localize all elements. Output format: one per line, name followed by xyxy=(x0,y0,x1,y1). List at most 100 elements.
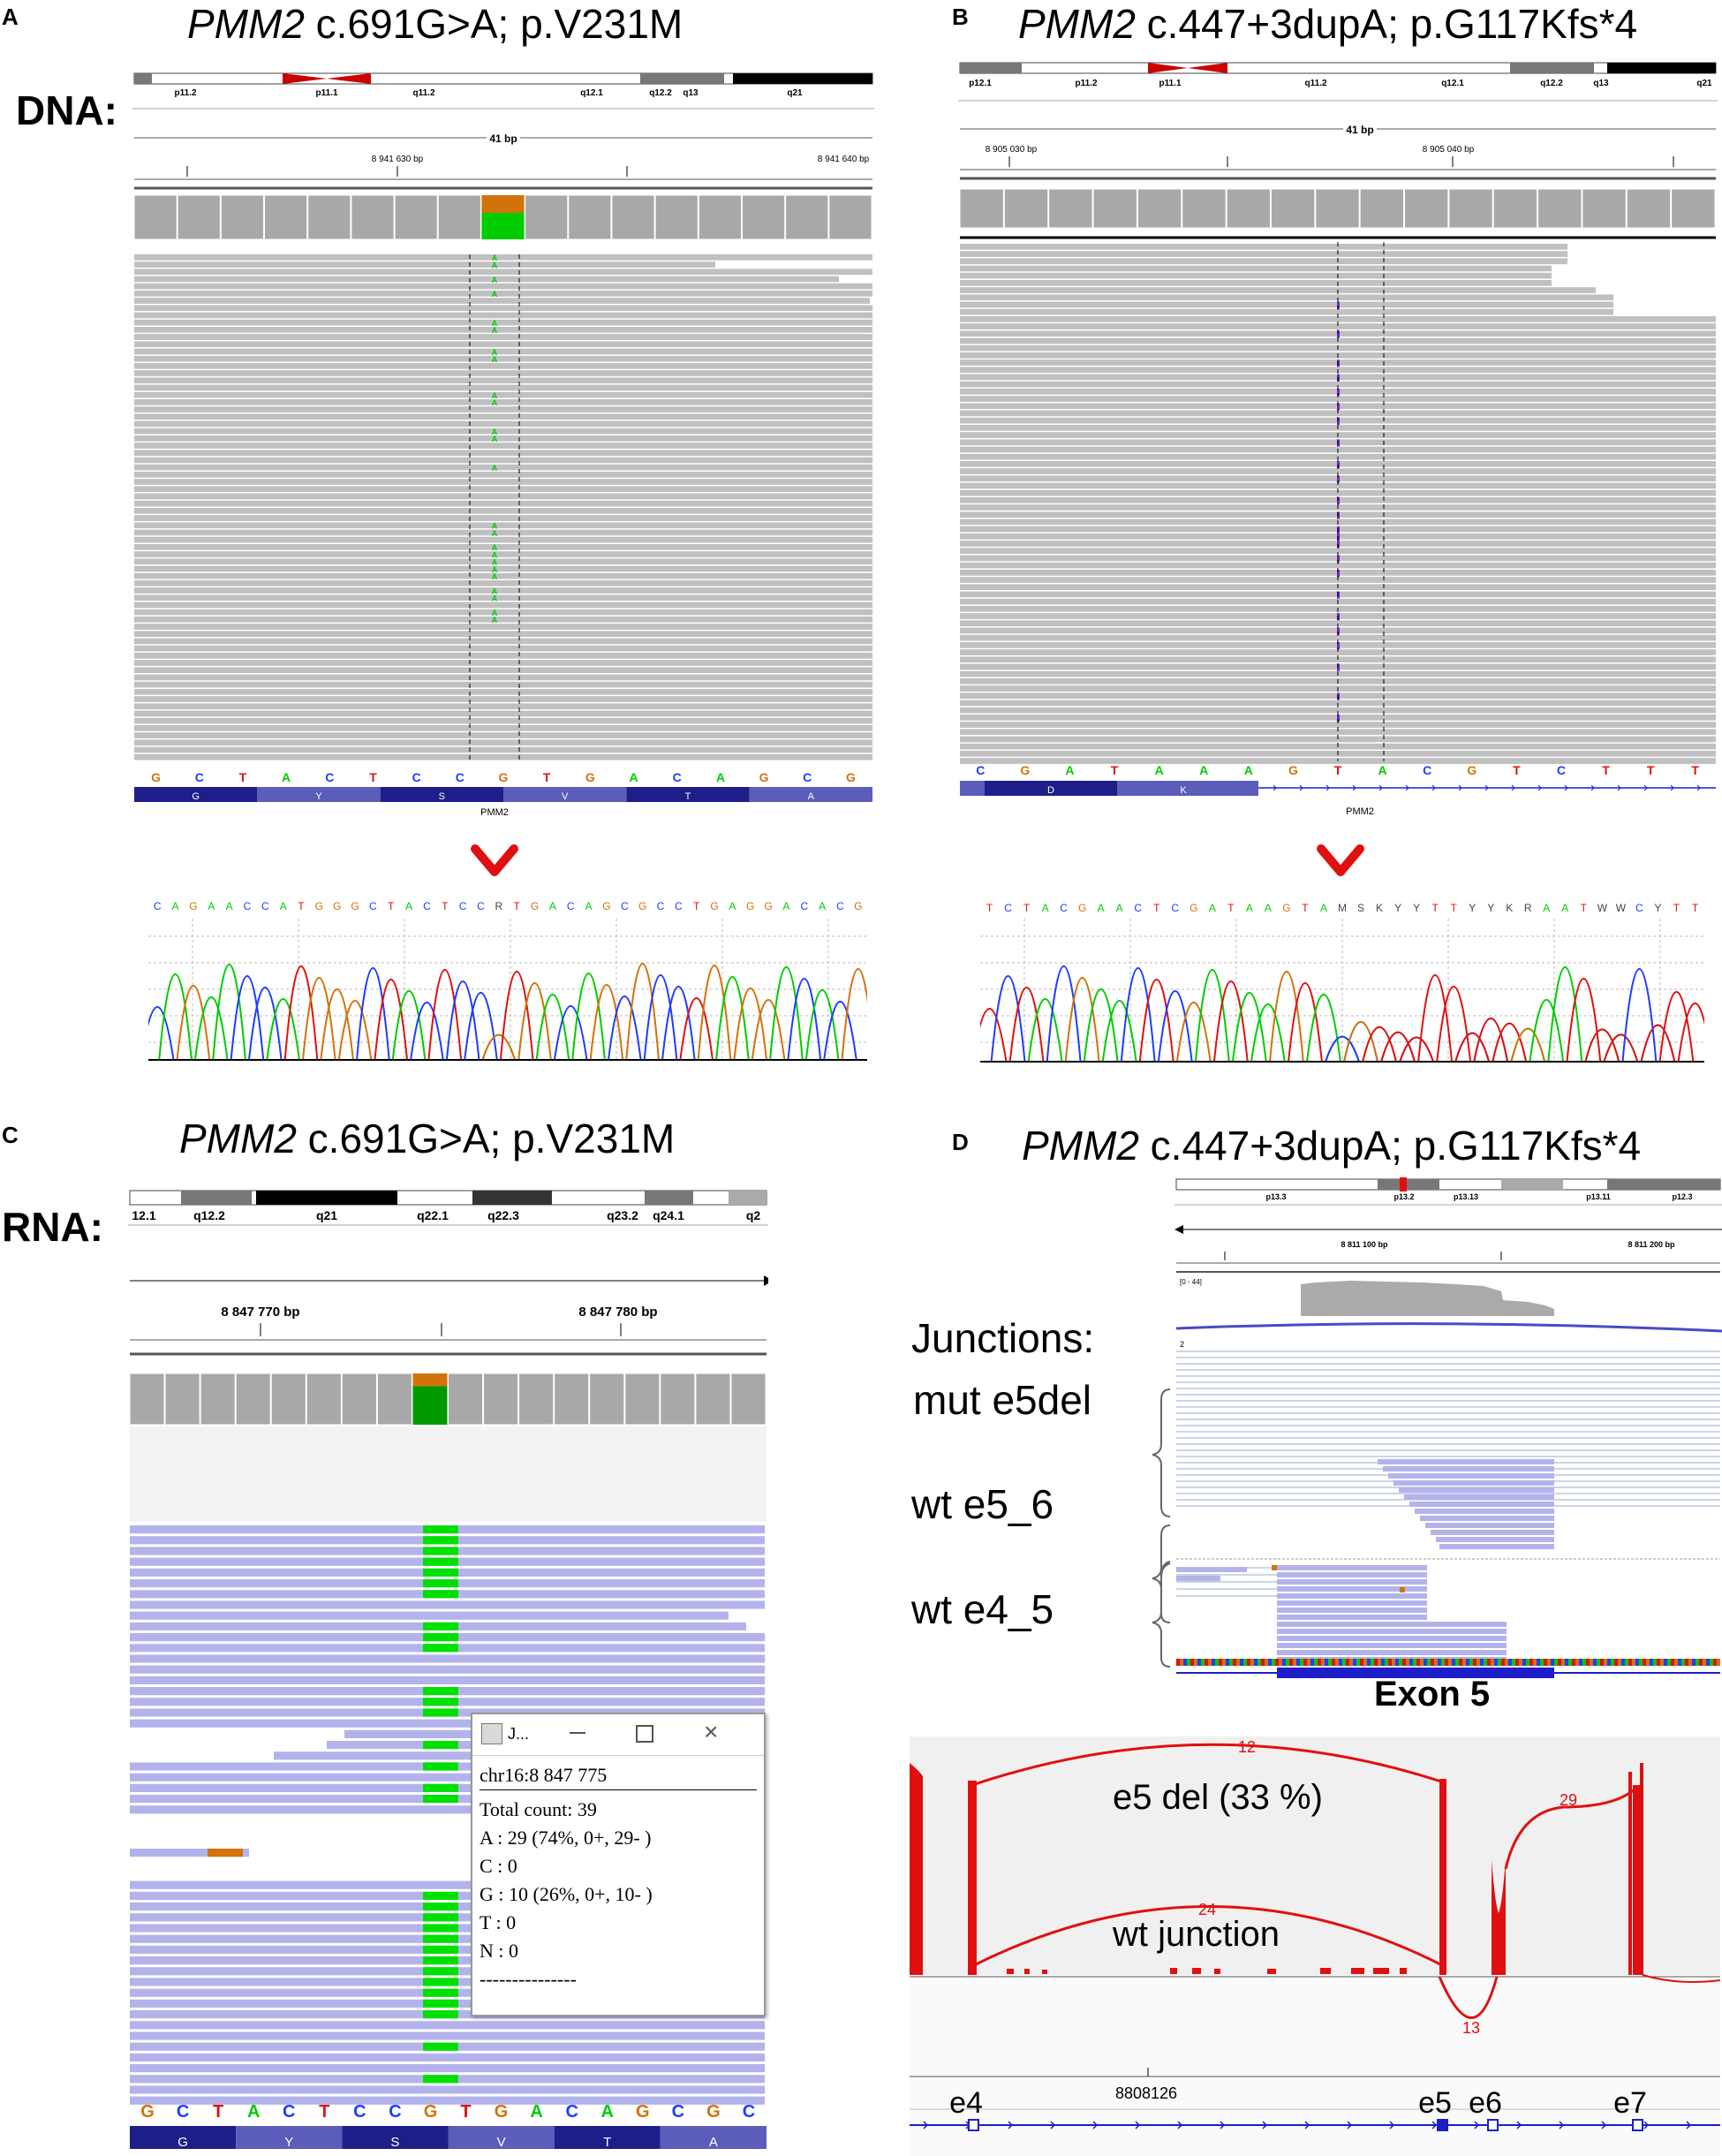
read xyxy=(134,515,872,521)
chromatogram-base-8: T xyxy=(298,900,305,912)
rna-read xyxy=(1277,1593,1427,1599)
read xyxy=(134,283,872,290)
chromatogram-base-34: W xyxy=(1616,902,1627,914)
chromatogram-peak xyxy=(1231,992,1267,1063)
panel-b-title: PMM2 c.447+3dupA; p.G117Kfs*4 xyxy=(1018,0,1637,48)
coverage-bin xyxy=(1182,188,1227,229)
chromatogram-base-6: C xyxy=(261,900,269,912)
chromatogram-base-10: C xyxy=(1171,902,1179,914)
read xyxy=(960,729,1716,736)
alt-base-a xyxy=(423,2075,458,2084)
allele-count-popup[interactable]: J... × chr16:8 847 775 Total count: 39 A… xyxy=(471,1713,766,2016)
read xyxy=(960,280,1552,286)
panel-a-band-5: q13 xyxy=(683,88,699,98)
coverage-bin xyxy=(341,1373,377,1426)
coverage-bin xyxy=(624,1373,661,1426)
read xyxy=(134,681,872,688)
alt-base-a xyxy=(423,1988,458,1997)
panel-c-igv-view: 12.1 q12.2 q21 q22.1 q22.3 q23.2 q24.1 q2 8 847… xyxy=(128,1190,768,2150)
panel-c-ref-base-11: A xyxy=(530,2102,542,2122)
chromatogram-peak xyxy=(1492,1022,1528,1063)
read xyxy=(960,649,1716,655)
read xyxy=(134,377,872,384)
panel-c-band-0: 12.1 xyxy=(132,1208,155,1222)
chromatogram-base-37: T xyxy=(1673,902,1680,914)
chromatogram-base-19: M xyxy=(1338,902,1347,914)
chromatogram-peak xyxy=(356,967,390,1061)
chromatogram-peak xyxy=(1120,967,1156,1063)
chromatogram-peak xyxy=(1640,1024,1676,1063)
alt-base: A xyxy=(492,565,498,574)
chromatogram-base-25: T xyxy=(1450,902,1457,914)
panel-b-gene-track-label: PMM2 xyxy=(1346,806,1374,817)
exon-e6 xyxy=(1487,2119,1499,2131)
read xyxy=(134,522,872,529)
chromatogram-peak xyxy=(1325,1035,1360,1063)
rna-read xyxy=(1277,1643,1507,1648)
close-icon[interactable]: × xyxy=(704,1718,719,1745)
read xyxy=(960,301,1613,308)
alt-base-a xyxy=(423,1913,458,1922)
chromatogram-base-10: G xyxy=(333,900,341,912)
panel-b-ref-base-14: T xyxy=(1602,763,1610,777)
chromatogram-base-16: T xyxy=(442,900,449,912)
panel-a-codon-4 xyxy=(626,787,750,802)
rna-read xyxy=(1415,1509,1554,1514)
chromatogram-base-15: C xyxy=(423,900,431,912)
chromatogram-base-37: A xyxy=(819,900,826,912)
coverage-bin xyxy=(568,194,612,240)
chromatogram-peak xyxy=(230,975,265,1061)
chromatogram-peak xyxy=(1046,965,1082,1063)
panel-a-red-arrow-icon xyxy=(471,844,518,876)
coverage-bin xyxy=(376,1373,412,1426)
chromatogram-peak xyxy=(1101,1000,1137,1063)
panel-b-codon-1 xyxy=(1117,781,1250,796)
chromatogram-peak xyxy=(1343,1021,1378,1063)
maximize-icon[interactable] xyxy=(636,1725,653,1743)
alt-base-a xyxy=(423,1698,458,1706)
panel-d-variant: c.447+3dupA; p.G117Kfs*4 xyxy=(1138,1123,1642,1169)
panel-c-ref-base-7: C xyxy=(389,2102,401,2122)
alt-base-a xyxy=(423,1547,458,1555)
read xyxy=(960,265,1552,272)
coverage-bin xyxy=(306,1373,342,1426)
panel-c-ref-base-14: G xyxy=(636,2102,650,2122)
exon-e4 xyxy=(968,2119,979,2131)
chromatogram-base-28: C xyxy=(657,900,665,912)
panel-d-igv-view: p13.3 p13.2 p13.13 p13.11 p12.3 8 811 100 bp… xyxy=(1174,1177,1722,1678)
read xyxy=(960,294,1613,301)
panel-b-band-1: p11.2 xyxy=(1075,79,1097,88)
panel-b-band-2: p11.1 xyxy=(1159,79,1181,88)
coverage-bin xyxy=(611,194,655,240)
read xyxy=(134,457,872,464)
popup-total-count: Total count: 39 xyxy=(480,1798,597,1820)
read xyxy=(134,384,872,391)
read xyxy=(134,479,872,485)
popup-locus: chr16:8 847 775 xyxy=(480,1764,608,1786)
chromatogram-peak xyxy=(589,984,624,1061)
read xyxy=(960,308,1613,315)
panel-a-ref-base-7: C xyxy=(456,770,464,784)
minimize-icon[interactable] xyxy=(570,1732,585,1734)
read xyxy=(134,572,872,579)
alt-base-a xyxy=(423,1536,458,1545)
chromatogram-base-11: G xyxy=(351,900,359,912)
coverage-bin xyxy=(164,1373,200,1426)
read xyxy=(134,703,872,710)
panel-a-ref-base-15: C xyxy=(803,770,812,784)
insertion-marker xyxy=(1337,403,1340,411)
chromatogram-base-38: C xyxy=(836,900,844,912)
chromatogram-base-36: Y xyxy=(1654,902,1661,914)
chromatogram-base-38: T xyxy=(1692,902,1699,914)
chromatogram-base-22: A xyxy=(549,900,556,912)
panel-a-band-0: p11.2 xyxy=(174,88,196,98)
alt-base-a xyxy=(423,1525,458,1534)
chromatogram-base-16: G xyxy=(1282,902,1290,914)
panel-a-ref-base-10: G xyxy=(585,770,595,784)
read xyxy=(134,544,872,550)
read xyxy=(134,435,872,442)
chromatogram-peak xyxy=(148,1006,175,1061)
read xyxy=(134,653,872,659)
read xyxy=(134,638,872,645)
chromatogram-peak xyxy=(787,978,822,1061)
